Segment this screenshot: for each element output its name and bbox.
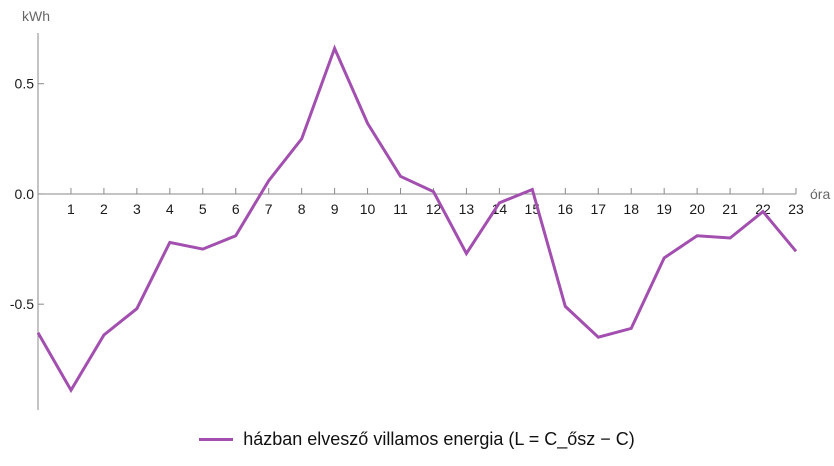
x-tick-label: 9 [331, 201, 339, 217]
x-tick-label: 23 [788, 201, 804, 217]
x-tick-label: 10 [360, 201, 376, 217]
x-tick-label: 8 [298, 201, 306, 217]
y-axis-label: kWh [22, 8, 50, 24]
y-tick-label: 0.5 [15, 76, 35, 92]
x-tick-label: 18 [623, 201, 639, 217]
x-tick-label: 2 [100, 201, 108, 217]
x-axis-ticks: 1 2 3 4 5 6 7 8 9 10 11 12 13 14 15 16 17 18 19 20 21 22 23 [67, 187, 804, 217]
x-tick-label: 3 [133, 201, 141, 217]
y-tick-label: 0.0 [15, 186, 35, 202]
x-tick-label: 17 [590, 201, 606, 217]
legend-swatch [199, 437, 234, 441]
x-axis-label: óra [810, 186, 830, 202]
series-layer [36, 44, 798, 394]
x-tick-label: 4 [166, 201, 174, 217]
x-tick-label: 11 [393, 201, 408, 217]
x-tick-label: 20 [689, 201, 705, 217]
x-tick-label: 21 [722, 201, 738, 217]
x-tick-label: 6 [232, 201, 240, 217]
y-axis-ticks: -0.5 0.0 0.5 [10, 76, 44, 312]
x-tick-label: 14 [492, 201, 508, 217]
x-tick-label: 7 [265, 201, 273, 217]
x-tick-label: 13 [459, 201, 475, 217]
y-tick-label: -0.5 [10, 296, 34, 312]
x-tick-label: 12 [426, 201, 442, 217]
legend-label: házban elvesző villamos energia (L = C_ő… [243, 428, 635, 449]
x-tick-label: 5 [199, 201, 207, 217]
x-tick-label: 16 [558, 201, 574, 217]
x-tick-label: 1 [67, 201, 75, 217]
line-chart: -0.50.00.5 1 2 3 4 5 6 7 8 9 10 11 12 13 14 15 16 17 18 19… [10, 8, 830, 410]
series-line [36, 44, 798, 394]
x-tick-label: 19 [656, 201, 672, 217]
legend: házban elvesző villamos energia (L = C_ő… [0, 424, 834, 454]
